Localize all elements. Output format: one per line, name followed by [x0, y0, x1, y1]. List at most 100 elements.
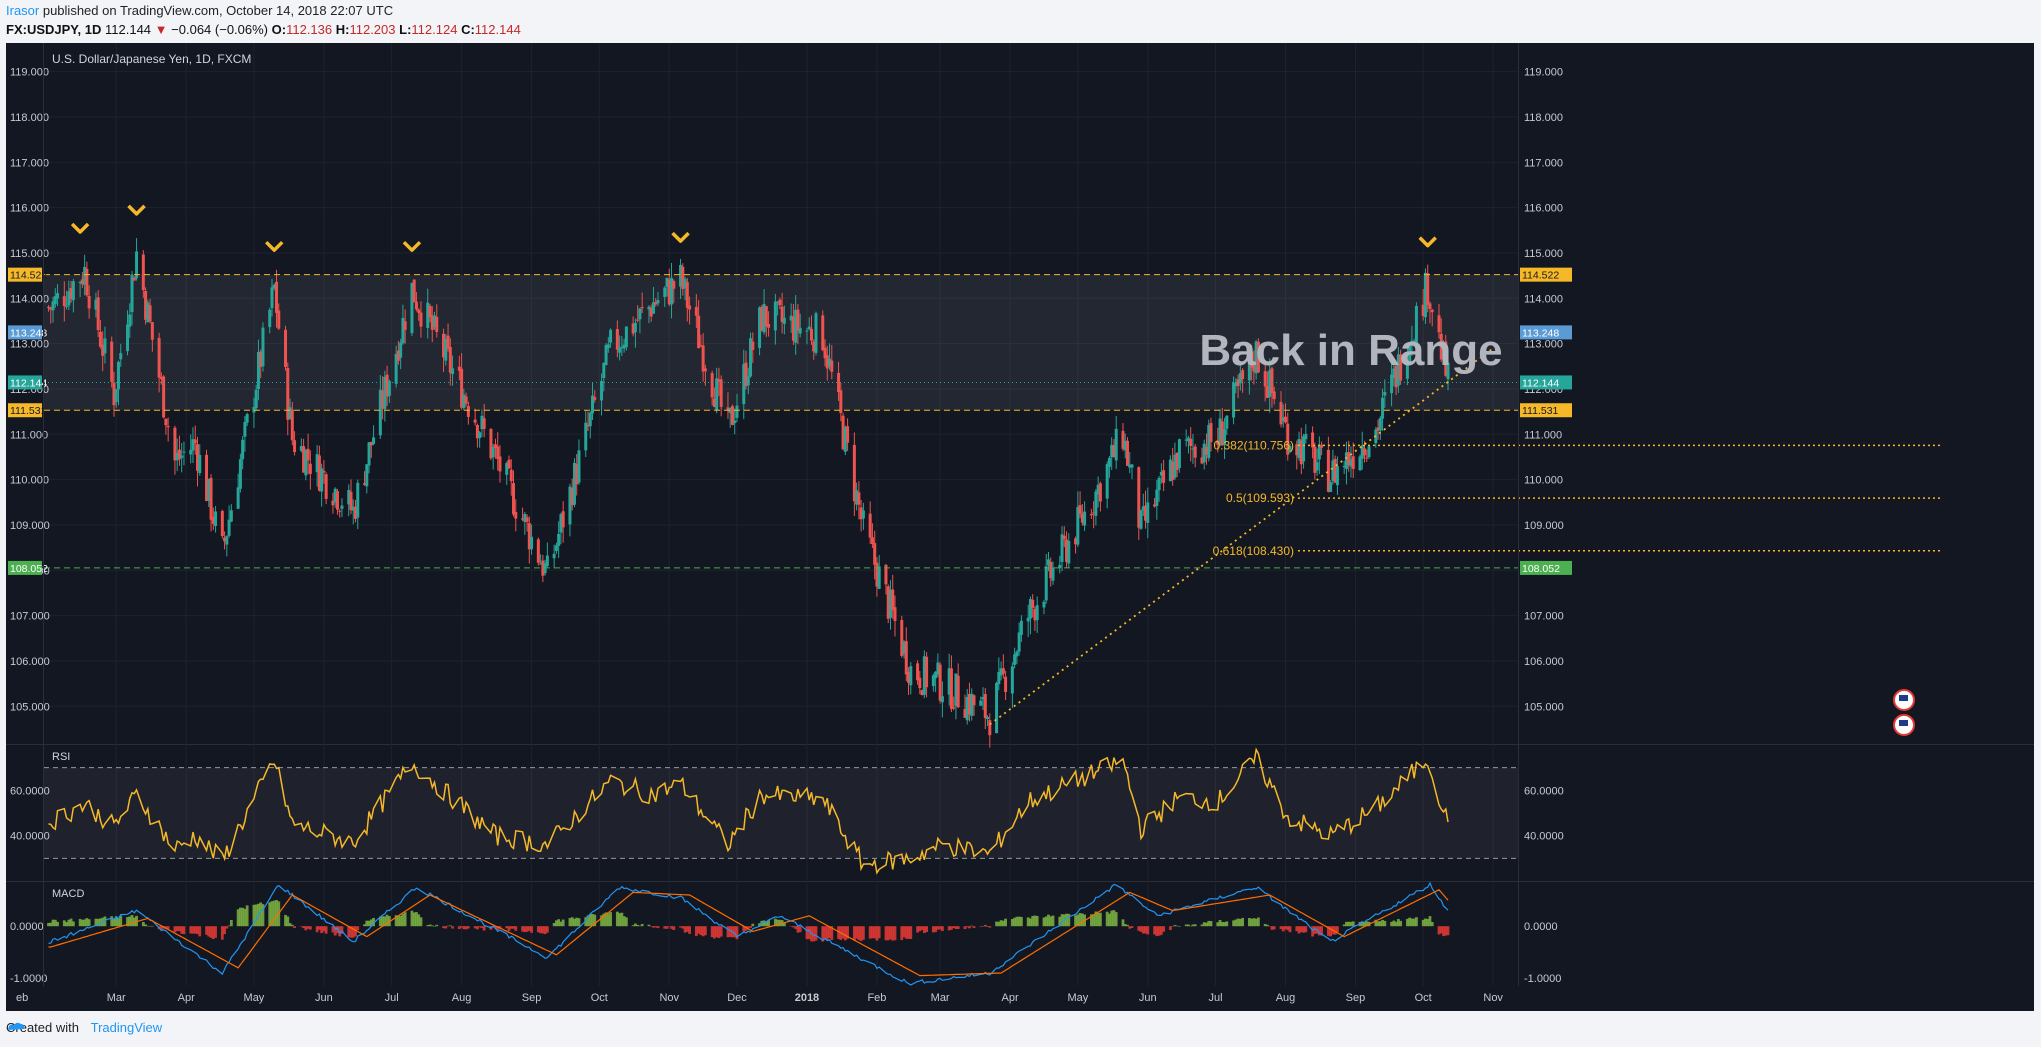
price-label-tag	[8, 267, 42, 282]
candle-body	[293, 440, 297, 453]
candle-body	[1311, 432, 1315, 448]
macd-histogram-bar	[324, 926, 328, 934]
macd-histogram-bar	[871, 926, 874, 939]
macd-histogram-bar	[663, 926, 667, 929]
price-label-text: 108.052	[10, 563, 48, 575]
candle-body	[451, 368, 455, 375]
candle-body	[446, 335, 450, 349]
candle-body	[480, 415, 484, 430]
price-label-tag	[1520, 375, 1572, 390]
candle-body	[949, 668, 953, 709]
candle-body	[604, 344, 608, 366]
candle-body	[778, 299, 782, 306]
candle-body	[1144, 505, 1148, 521]
candle-body	[435, 316, 439, 333]
macd-histogram-bar	[220, 926, 224, 940]
macd-histogram-bar	[1218, 920, 1222, 927]
candle-body	[1076, 507, 1080, 545]
price-axis-tick-right: 118.000	[1524, 112, 1563, 124]
fibonacci-level-label: 0.5(109.593)	[1226, 491, 1294, 505]
x-axis-tick-label: Mar	[931, 992, 950, 1004]
candle-body	[812, 341, 816, 352]
macd-histogram-bar	[317, 926, 321, 930]
candle-body	[1209, 423, 1213, 443]
candle-body	[119, 353, 123, 360]
candle-body	[351, 506, 355, 511]
macd-histogram-bar	[401, 913, 405, 927]
price-label-text: 112.144	[10, 377, 47, 389]
macd-histogram-bar	[875, 926, 879, 941]
macd-histogram-bar	[900, 926, 904, 941]
chart-area[interactable]: eb Mar Apr May Jun Jul Aug Sep Oct Nov Dec 2018 Feb M…	[6, 43, 2034, 1011]
macd-histogram-bar	[69, 918, 73, 927]
candle-body	[744, 362, 748, 387]
macd-histogram-bar	[1349, 921, 1353, 927]
candle-body	[638, 308, 642, 320]
chart-svg[interactable]: eb Mar Apr May Jun Jul Aug Sep Oct Nov Dec 2018 Feb M…	[6, 43, 2034, 1011]
macd-histogram-bar	[950, 926, 953, 930]
candle-body	[1363, 448, 1367, 456]
candle-body	[697, 315, 701, 349]
candle-body	[1437, 315, 1441, 333]
candle-body	[1446, 362, 1450, 380]
macd-histogram-bar	[667, 926, 671, 927]
candle-body	[733, 420, 737, 424]
macd-histogram-bar	[995, 921, 998, 927]
candle-body	[1184, 439, 1188, 441]
macd-histogram-bar	[1288, 926, 1292, 933]
macd-histogram-bar	[1365, 921, 1369, 927]
candle-body	[238, 459, 242, 489]
candle-body	[649, 307, 653, 317]
author-link[interactable]: Irasor	[6, 3, 40, 18]
candle-body	[126, 324, 130, 352]
price-axis-tick-right: 105.000	[1524, 701, 1564, 713]
macd-histogram-bar	[496, 926, 500, 931]
candle-body	[647, 306, 651, 310]
candle-body	[600, 381, 604, 401]
macd-histogram-bar	[536, 926, 540, 933]
candle-body	[995, 683, 999, 734]
candle-body	[1358, 456, 1362, 471]
candle-body	[1414, 305, 1418, 344]
candle-body	[1421, 304, 1425, 316]
macd-histogram-bar	[1189, 925, 1193, 927]
candle-body	[931, 675, 935, 687]
candle-body	[843, 427, 847, 452]
candle-body	[1225, 415, 1229, 429]
macd-histogram-bar	[640, 923, 644, 927]
macd-histogram-bar	[229, 919, 233, 927]
candle-body	[1153, 504, 1157, 507]
close-label: C:	[461, 22, 475, 37]
macd-histogram-bar	[588, 914, 592, 927]
candle-body	[254, 389, 258, 409]
candle-body	[884, 564, 888, 585]
macd-histogram-bar	[205, 926, 208, 935]
macd-histogram-bar	[577, 918, 581, 927]
macd-histogram-bar	[144, 924, 147, 927]
macd-histogram-bar	[593, 914, 597, 927]
macd-histogram-bar	[868, 926, 872, 939]
macd-histogram-bar	[857, 926, 861, 941]
macd-histogram-bar	[396, 915, 400, 927]
macd-histogram-bar	[198, 926, 202, 937]
candle-body	[489, 429, 493, 459]
candle-body	[870, 537, 874, 545]
price-label-text: 112.144	[1522, 377, 1559, 389]
macd-histogram-bar	[1390, 921, 1393, 927]
candle-body	[904, 641, 908, 675]
macd-histogram-bar	[207, 926, 211, 937]
tradingview-link[interactable]: TradingView	[8, 1020, 162, 1035]
candle-body	[1444, 341, 1448, 376]
candle-body	[1028, 599, 1032, 619]
macd-histogram-bar	[225, 926, 229, 929]
candle-body	[225, 536, 229, 545]
candle-body	[541, 560, 545, 576]
candle-body	[146, 302, 150, 323]
candle-body	[999, 668, 1003, 676]
macd-histogram-bar	[394, 915, 398, 927]
candle-body	[512, 483, 516, 515]
macd-histogram-bar	[970, 925, 974, 927]
macd-histogram-bar	[999, 920, 1003, 927]
macd-histogram-bar	[543, 926, 547, 935]
candle-body	[496, 446, 500, 460]
